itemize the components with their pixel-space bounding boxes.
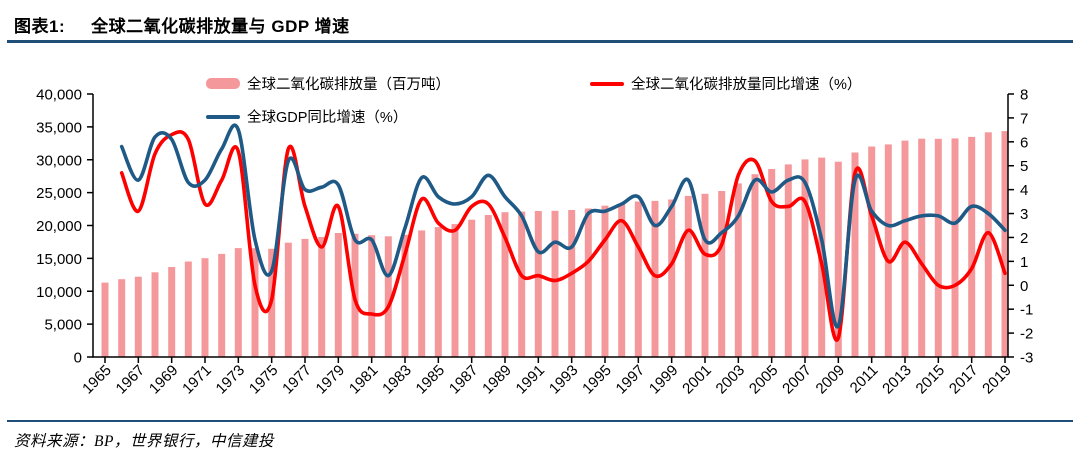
svg-text:5: 5 [1020,158,1028,175]
svg-text:2005: 2005 [746,362,782,398]
source-note: 资料来源：BP，世界银行，中信建投 [14,433,274,450]
svg-text:40,000: 40,000 [36,87,82,104]
svg-text:2015: 2015 [913,362,949,398]
svg-text:1989: 1989 [479,362,515,398]
svg-text:1: 1 [1020,254,1028,271]
svg-text:1971: 1971 [179,362,215,398]
figure-title: 全球二氧化碳排放量与 GDP 增速 [91,17,350,36]
svg-text:1983: 1983 [379,362,415,398]
svg-text:1985: 1985 [413,362,449,398]
svg-text:0: 0 [74,350,82,367]
svg-text:1987: 1987 [446,362,482,398]
svg-text:1975: 1975 [246,362,282,398]
svg-text:1981: 1981 [346,362,382,398]
figure-label: 图表1: [14,17,66,36]
svg-text:1993: 1993 [546,362,582,398]
page-title: 图表1: 全球二氧化碳排放量与 GDP 增速 [14,12,350,37]
svg-text:-2: -2 [1020,326,1033,343]
svg-text:10,000: 10,000 [36,284,82,301]
svg-text:1977: 1977 [279,362,315,398]
svg-text:35,000: 35,000 [36,119,82,136]
svg-text:-3: -3 [1020,350,1033,367]
svg-text:1997: 1997 [613,362,649,398]
svg-text:7: 7 [1020,110,1028,127]
svg-text:3: 3 [1020,206,1028,223]
svg-text:2017: 2017 [946,362,982,398]
svg-text:2011: 2011 [847,362,882,397]
footer-rule [7,420,1073,422]
svg-text:1967: 1967 [113,362,149,398]
svg-text:1965: 1965 [79,362,115,398]
svg-text:1979: 1979 [313,362,349,398]
svg-text:1991: 1991 [513,362,549,398]
svg-text:0: 0 [1020,278,1028,295]
svg-text:20,000: 20,000 [36,218,82,235]
svg-text:2: 2 [1020,230,1028,247]
svg-text:1995: 1995 [579,362,615,398]
svg-text:25,000: 25,000 [36,185,82,202]
svg-text:1969: 1969 [146,362,182,398]
svg-text:4: 4 [1020,182,1028,199]
svg-text:30,000: 30,000 [36,152,82,169]
svg-text:-1: -1 [1020,302,1033,319]
svg-text:2001: 2001 [679,362,715,398]
svg-text:8: 8 [1020,87,1028,104]
title-rule [7,40,1073,43]
svg-text:1999: 1999 [646,362,682,398]
svg-text:15,000: 15,000 [36,251,82,268]
svg-text:2009: 2009 [813,362,849,398]
svg-text:2019: 2019 [979,362,1015,398]
svg-text:2003: 2003 [713,362,749,398]
svg-text:5,000: 5,000 [44,317,82,334]
svg-text:2007: 2007 [779,362,815,398]
svg-text:2013: 2013 [879,362,915,398]
svg-text:6: 6 [1020,134,1028,151]
svg-text:1973: 1973 [213,362,249,398]
